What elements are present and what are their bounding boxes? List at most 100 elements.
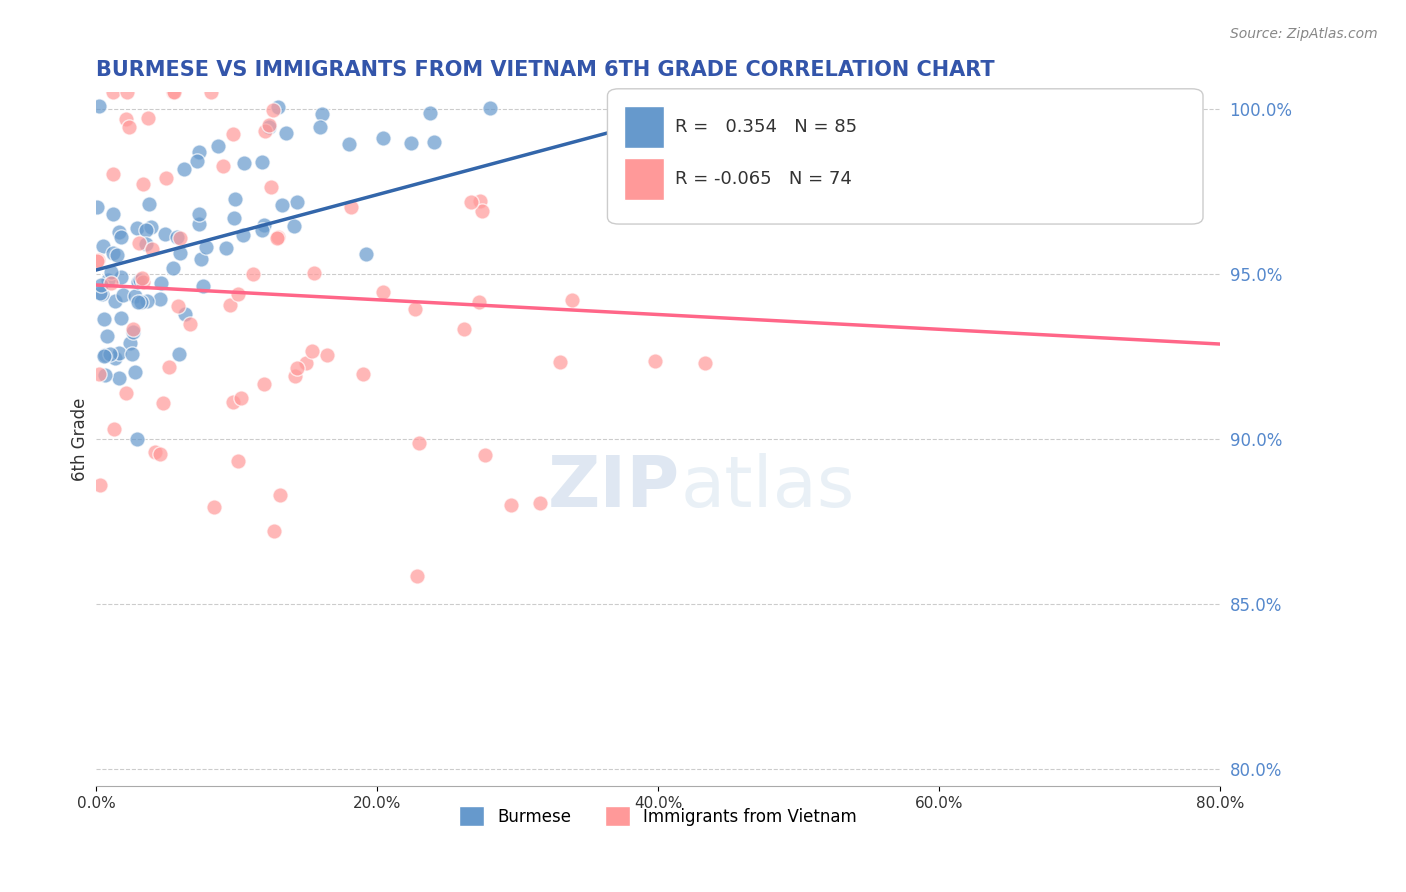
Burmese bbox=[187, 217, 209, 231]
Immigrants from Vietnam bbox=[262, 103, 284, 117]
Burmese bbox=[111, 287, 134, 301]
Immigrants from Vietnam bbox=[301, 344, 323, 359]
Burmese bbox=[169, 246, 191, 260]
Immigrants from Vietnam bbox=[242, 267, 264, 281]
Immigrants from Vietnam bbox=[179, 318, 201, 332]
Burmese bbox=[150, 277, 173, 291]
Burmese bbox=[124, 289, 146, 303]
Burmese bbox=[401, 136, 423, 150]
Immigrants from Vietnam bbox=[285, 360, 308, 375]
Burmese bbox=[257, 120, 280, 135]
Burmese bbox=[232, 227, 254, 242]
Burmese bbox=[98, 347, 121, 361]
Burmese bbox=[194, 240, 217, 254]
Immigrants from Vietnam bbox=[253, 376, 276, 391]
Burmese bbox=[103, 207, 125, 221]
Burmese bbox=[93, 311, 115, 326]
Immigrants from Vietnam bbox=[501, 498, 523, 512]
Burmese bbox=[91, 239, 114, 253]
Immigrants from Vietnam bbox=[474, 449, 496, 463]
Burmese bbox=[110, 230, 132, 244]
Burmese bbox=[162, 261, 184, 276]
Immigrants from Vietnam bbox=[269, 488, 291, 502]
Immigrants from Vietnam bbox=[406, 569, 429, 583]
Immigrants from Vietnam bbox=[101, 168, 124, 182]
Burmese bbox=[572, 69, 595, 83]
Immigrants from Vietnam bbox=[222, 395, 245, 409]
Burmese bbox=[131, 295, 153, 310]
Immigrants from Vietnam bbox=[263, 524, 285, 538]
Burmese bbox=[285, 194, 308, 209]
Burmese bbox=[270, 198, 292, 212]
Burmese bbox=[135, 237, 157, 252]
Text: R = -0.065   N = 74: R = -0.065 N = 74 bbox=[675, 170, 852, 188]
Burmese bbox=[104, 351, 127, 365]
Burmese bbox=[371, 131, 394, 145]
Burmese bbox=[87, 99, 110, 113]
Immigrants from Vietnam bbox=[141, 243, 163, 257]
Burmese bbox=[267, 100, 290, 114]
Immigrants from Vietnam bbox=[162, 85, 184, 99]
Burmese bbox=[354, 246, 377, 260]
Immigrants from Vietnam bbox=[254, 124, 277, 138]
Immigrants from Vietnam bbox=[132, 177, 155, 191]
Burmese bbox=[135, 223, 157, 237]
Burmese bbox=[166, 230, 188, 244]
Burmese bbox=[222, 211, 245, 226]
Immigrants from Vietnam bbox=[529, 496, 551, 510]
Burmese bbox=[250, 155, 273, 169]
Burmese bbox=[478, 69, 501, 83]
Burmese bbox=[110, 310, 132, 325]
Immigrants from Vietnam bbox=[371, 285, 394, 299]
Immigrants from Vietnam bbox=[212, 160, 235, 174]
Burmese bbox=[215, 241, 238, 255]
Immigrants from Vietnam bbox=[219, 298, 242, 312]
Burmese bbox=[174, 308, 197, 322]
Burmese bbox=[173, 162, 195, 177]
Immigrants from Vietnam bbox=[222, 128, 245, 142]
Immigrants from Vietnam bbox=[259, 118, 281, 132]
Immigrants from Vietnam bbox=[132, 275, 155, 289]
Burmese bbox=[127, 275, 149, 289]
Burmese bbox=[478, 101, 501, 115]
Text: R =   0.354   N = 85: R = 0.354 N = 85 bbox=[675, 118, 858, 136]
Burmese bbox=[308, 120, 330, 134]
Immigrants from Vietnam bbox=[128, 235, 150, 250]
Immigrants from Vietnam bbox=[340, 200, 363, 214]
Immigrants from Vietnam bbox=[267, 230, 290, 244]
Burmese bbox=[167, 347, 190, 361]
Immigrants from Vietnam bbox=[163, 85, 186, 99]
Immigrants from Vietnam bbox=[100, 276, 122, 290]
Immigrants from Vietnam bbox=[202, 500, 225, 515]
Text: Source: ZipAtlas.com: Source: ZipAtlas.com bbox=[1230, 27, 1378, 41]
Immigrants from Vietnam bbox=[103, 422, 125, 436]
Burmese bbox=[104, 293, 127, 308]
Immigrants from Vietnam bbox=[121, 321, 143, 335]
Burmese bbox=[96, 328, 118, 343]
Burmese bbox=[274, 126, 297, 140]
Immigrants from Vietnam bbox=[167, 299, 190, 313]
Immigrants from Vietnam bbox=[561, 293, 583, 307]
Immigrants from Vietnam bbox=[89, 477, 111, 491]
Burmese bbox=[419, 106, 441, 120]
Burmese bbox=[311, 107, 333, 121]
Burmese bbox=[125, 432, 148, 446]
Burmese bbox=[124, 365, 146, 379]
Burmese bbox=[122, 325, 145, 339]
Burmese bbox=[93, 349, 115, 363]
Burmese bbox=[190, 252, 212, 266]
Burmese bbox=[127, 295, 149, 310]
Immigrants from Vietnam bbox=[603, 138, 626, 153]
Immigrants from Vietnam bbox=[468, 295, 491, 310]
Burmese bbox=[149, 292, 172, 306]
Burmese bbox=[125, 221, 148, 235]
Burmese bbox=[90, 287, 112, 301]
Burmese bbox=[337, 136, 360, 151]
Immigrants from Vietnam bbox=[87, 252, 110, 267]
Burmese bbox=[141, 219, 163, 234]
Legend: Burmese, Immigrants from Vietnam: Burmese, Immigrants from Vietnam bbox=[453, 799, 863, 833]
Burmese bbox=[138, 197, 160, 211]
Burmese bbox=[121, 346, 143, 360]
Burmese bbox=[108, 345, 131, 359]
Immigrants from Vietnam bbox=[226, 453, 249, 467]
